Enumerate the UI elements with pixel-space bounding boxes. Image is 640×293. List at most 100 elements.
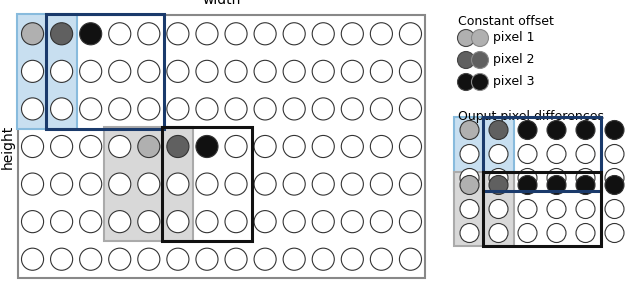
Circle shape xyxy=(547,168,566,188)
Circle shape xyxy=(472,52,488,69)
Circle shape xyxy=(22,135,44,158)
Circle shape xyxy=(225,23,247,45)
Circle shape xyxy=(51,98,73,120)
Circle shape xyxy=(79,173,102,195)
Circle shape xyxy=(458,30,474,47)
Circle shape xyxy=(371,135,392,158)
Circle shape xyxy=(576,144,595,163)
Circle shape xyxy=(460,200,479,219)
Circle shape xyxy=(254,60,276,82)
Circle shape xyxy=(51,60,73,82)
Circle shape xyxy=(518,224,537,243)
Circle shape xyxy=(283,248,305,270)
Circle shape xyxy=(312,211,334,233)
Circle shape xyxy=(341,173,364,195)
Text: height: height xyxy=(1,124,15,169)
Circle shape xyxy=(196,60,218,82)
Circle shape xyxy=(399,248,422,270)
Circle shape xyxy=(312,173,334,195)
Circle shape xyxy=(138,98,160,120)
Circle shape xyxy=(312,60,334,82)
Circle shape xyxy=(22,248,44,270)
Circle shape xyxy=(341,23,364,45)
Circle shape xyxy=(109,98,131,120)
Circle shape xyxy=(399,60,422,82)
Circle shape xyxy=(341,60,364,82)
Circle shape xyxy=(254,173,276,195)
Circle shape xyxy=(79,135,102,158)
Circle shape xyxy=(605,144,624,163)
Bar xyxy=(17,14,77,129)
Circle shape xyxy=(79,23,102,45)
Bar xyxy=(163,127,252,241)
Circle shape xyxy=(225,98,247,120)
Circle shape xyxy=(460,224,479,243)
Circle shape xyxy=(22,60,44,82)
Circle shape xyxy=(547,200,566,219)
Circle shape xyxy=(225,211,247,233)
Circle shape xyxy=(138,211,160,233)
Circle shape xyxy=(371,248,392,270)
Circle shape xyxy=(489,176,508,195)
Circle shape xyxy=(371,60,392,82)
Text: Constant offset: Constant offset xyxy=(458,15,554,28)
Circle shape xyxy=(254,211,276,233)
Circle shape xyxy=(283,211,305,233)
Circle shape xyxy=(167,248,189,270)
Circle shape xyxy=(79,248,102,270)
Circle shape xyxy=(605,176,624,195)
Circle shape xyxy=(79,98,102,120)
Circle shape xyxy=(167,98,189,120)
Circle shape xyxy=(371,23,392,45)
Circle shape xyxy=(547,144,566,163)
Circle shape xyxy=(576,224,595,243)
Circle shape xyxy=(605,200,624,219)
Circle shape xyxy=(109,211,131,233)
Circle shape xyxy=(518,144,537,163)
Circle shape xyxy=(22,98,44,120)
Circle shape xyxy=(472,30,488,47)
Circle shape xyxy=(460,144,479,163)
Circle shape xyxy=(109,60,131,82)
Circle shape xyxy=(51,135,73,158)
Circle shape xyxy=(472,74,488,91)
Circle shape xyxy=(109,173,131,195)
Circle shape xyxy=(518,120,537,139)
Circle shape xyxy=(79,60,102,82)
Bar xyxy=(483,172,601,246)
Text: width: width xyxy=(202,0,241,7)
Circle shape xyxy=(167,211,189,233)
Circle shape xyxy=(460,120,479,139)
Circle shape xyxy=(312,23,334,45)
Circle shape xyxy=(341,211,364,233)
Circle shape xyxy=(605,168,624,188)
Circle shape xyxy=(458,74,474,91)
Circle shape xyxy=(196,173,218,195)
Circle shape xyxy=(576,176,595,195)
Circle shape xyxy=(254,98,276,120)
Bar xyxy=(46,14,164,129)
Circle shape xyxy=(547,176,566,195)
Circle shape xyxy=(399,211,422,233)
Bar xyxy=(104,127,193,241)
Circle shape xyxy=(460,168,479,188)
Circle shape xyxy=(22,211,44,233)
Circle shape xyxy=(283,173,305,195)
Circle shape xyxy=(489,224,508,243)
Circle shape xyxy=(312,135,334,158)
Circle shape xyxy=(51,211,73,233)
Circle shape xyxy=(225,173,247,195)
Circle shape xyxy=(254,248,276,270)
Bar xyxy=(18,15,425,278)
Circle shape xyxy=(138,23,160,45)
Circle shape xyxy=(547,120,566,139)
Circle shape xyxy=(22,23,44,45)
Circle shape xyxy=(489,144,508,163)
Circle shape xyxy=(371,173,392,195)
Circle shape xyxy=(167,135,189,158)
Circle shape xyxy=(460,176,479,195)
Circle shape xyxy=(167,23,189,45)
Circle shape xyxy=(341,248,364,270)
Circle shape xyxy=(196,98,218,120)
Circle shape xyxy=(109,23,131,45)
